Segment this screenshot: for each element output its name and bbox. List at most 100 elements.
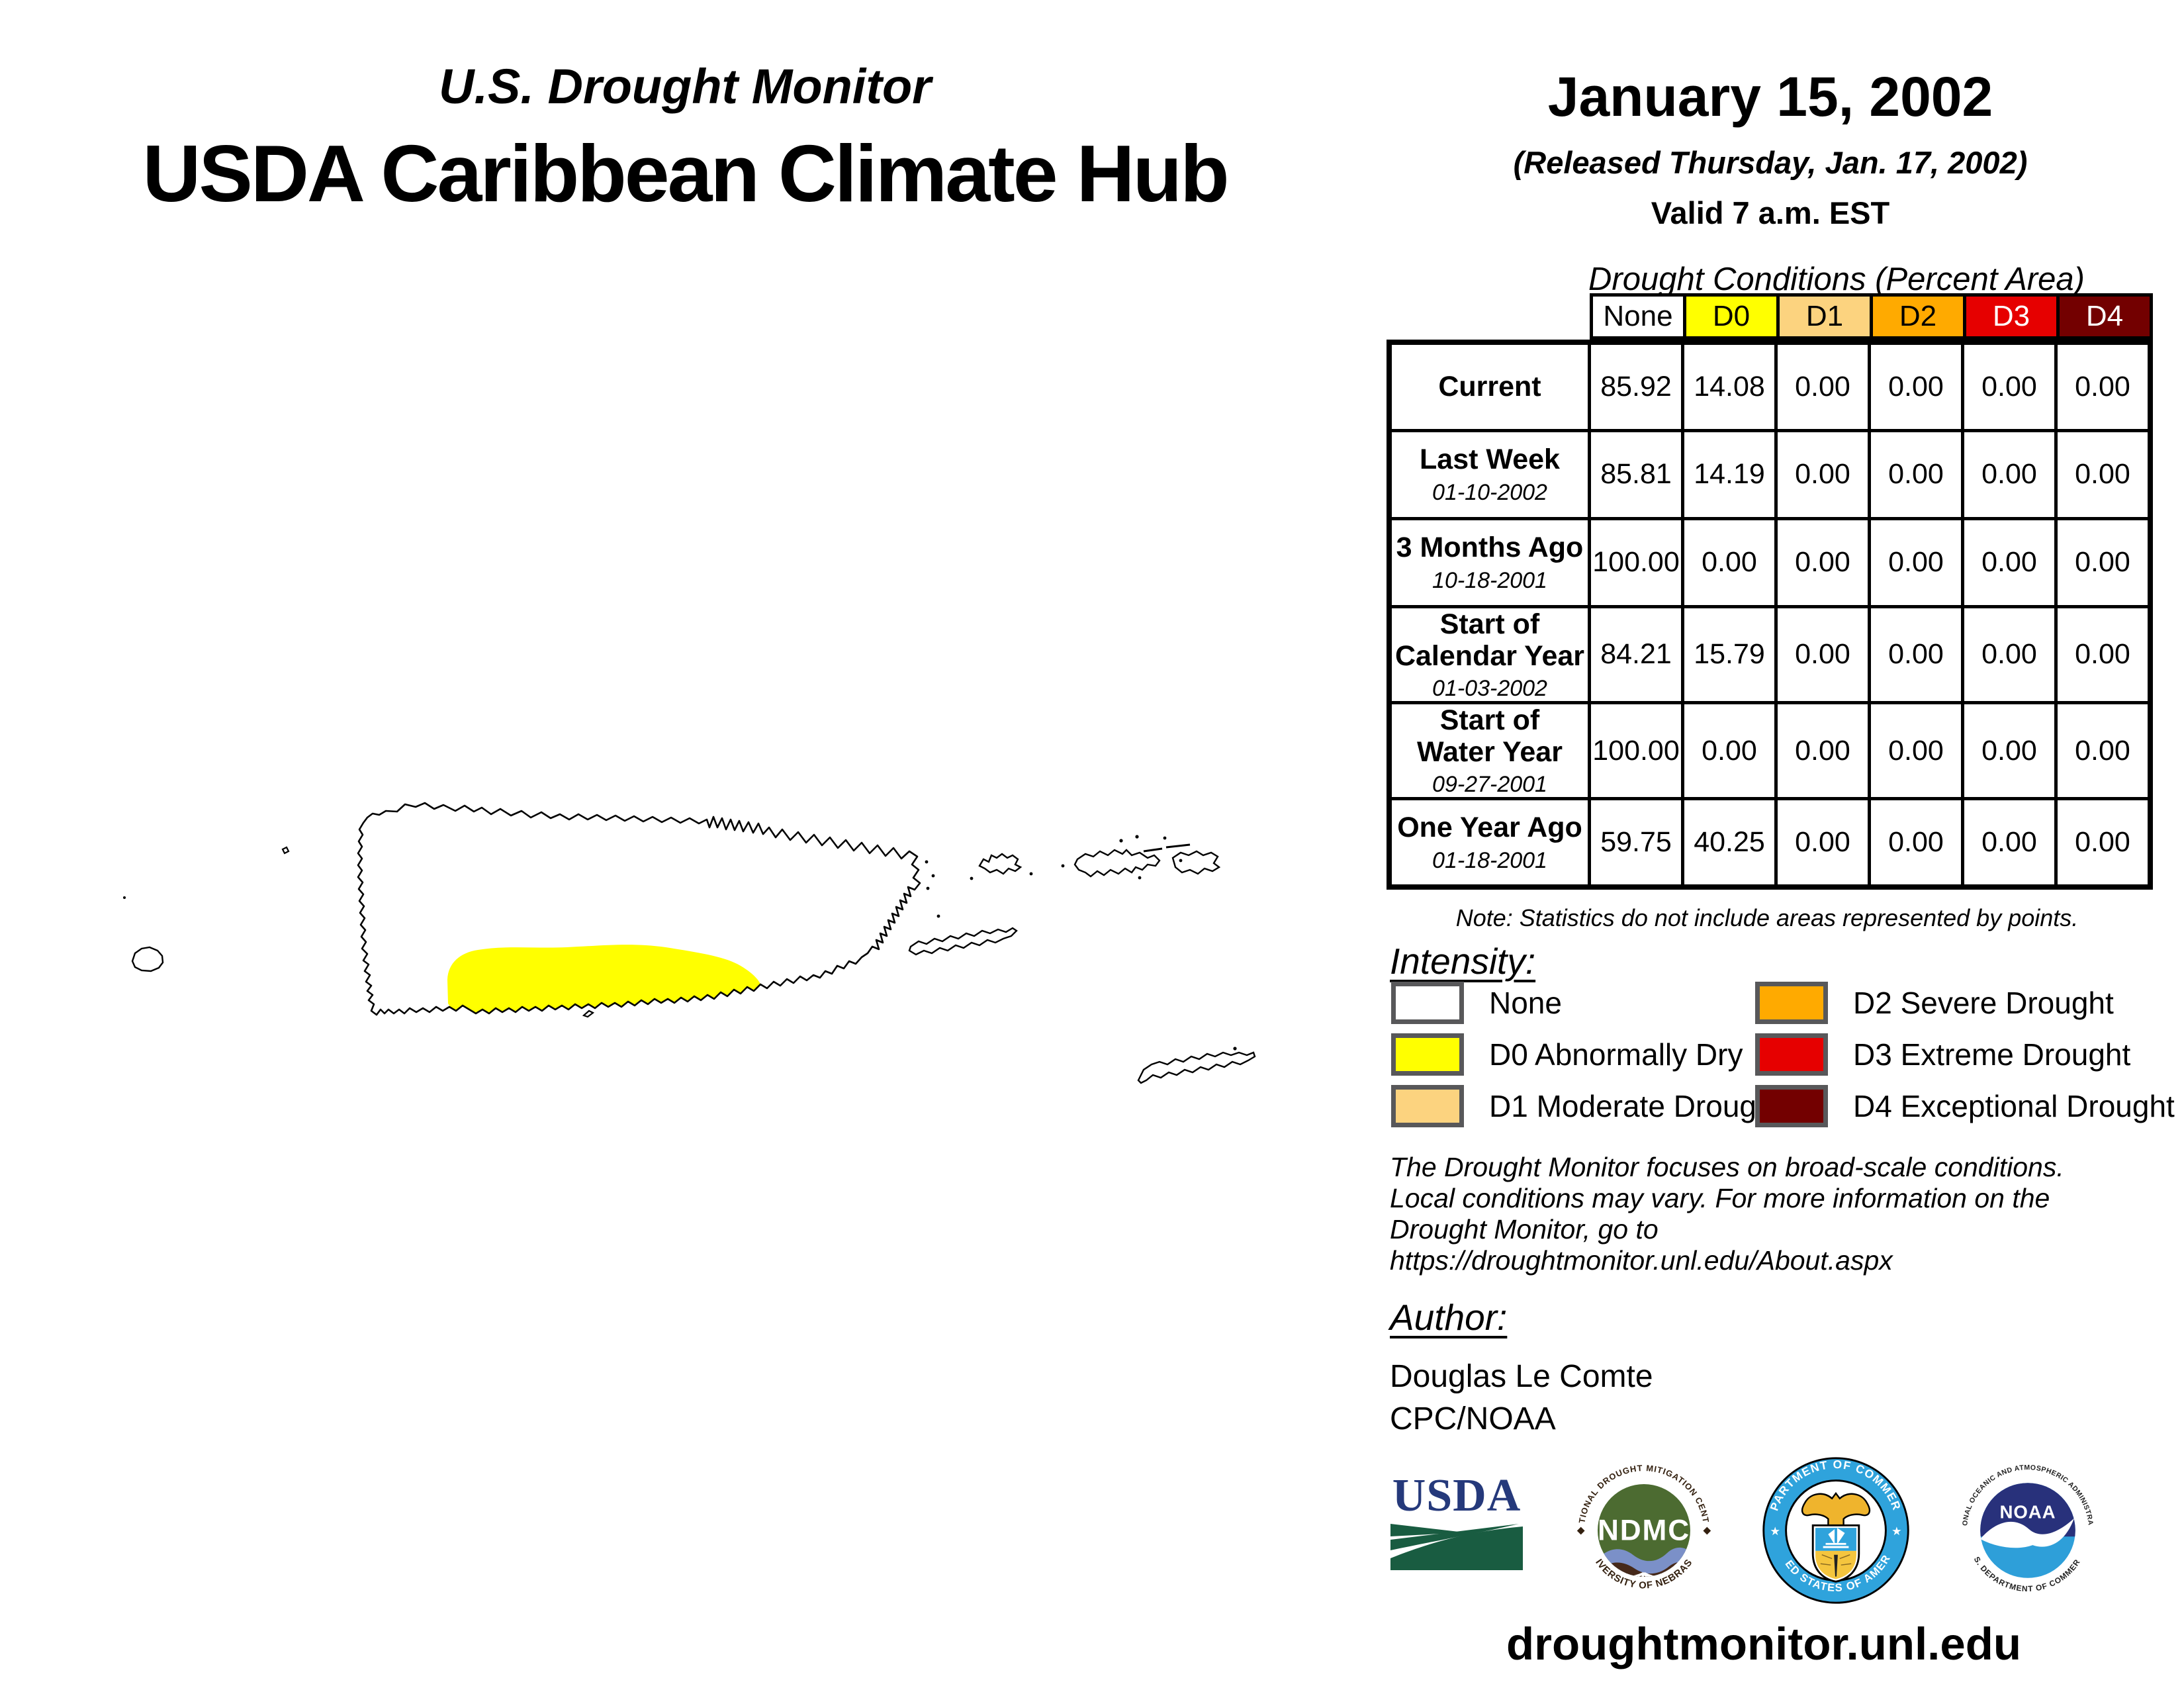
value-cell: 14.08 (1681, 340, 1778, 432)
value-cell: 0.00 (1681, 516, 1778, 608)
disclaimer-line: Local conditions may vary. For more info… (1390, 1183, 2050, 1213)
legend-swatch-d2 (1755, 982, 1828, 1024)
doc-star-left: ★ (1770, 1524, 1780, 1538)
legend-item-d3: D3 Extreme Drought (1755, 1033, 2130, 1076)
value-cell: 0.00 (1774, 340, 1871, 432)
value-cell: 0.00 (1961, 797, 2058, 889)
noaa-logo: NATIONAL OCEANIC AND ATMOSPHERIC ADMINIS… (1952, 1454, 2095, 1593)
program-title: U.S. Drought Monitor (439, 59, 931, 114)
value-cell: 0.00 (1961, 428, 2058, 520)
value-cell: 84.21 (1588, 604, 1684, 704)
disclaimer-line: Drought Monitor, go to https://droughtmo… (1390, 1214, 1893, 1276)
value-cell: 14.19 (1681, 428, 1778, 520)
value-cell: 0.00 (2054, 516, 2152, 608)
value-cell: 0.00 (1868, 428, 1964, 520)
st-thomas-island (1073, 849, 1161, 878)
report-date: January 15, 2002 (1547, 66, 1993, 128)
table-row-3-months-ago: 3 Months Ago 10-18-2001 100.00 0.00 0.00 … (1387, 516, 2152, 608)
doc-star-right: ★ (1891, 1524, 1902, 1538)
doc-lighthouse (1820, 1554, 1852, 1577)
svg-text:USDA: USDA (1392, 1471, 1522, 1521)
svg-text:NOAA: NOAA (2000, 1502, 2056, 1523)
value-cell: 0.00 (2054, 700, 2152, 801)
table-row-one-year-ago: One Year Ago 01-18-2001 59.75 40.25 0.00 … (1387, 797, 2152, 889)
value-cell: 0.00 (1774, 428, 1871, 520)
value-cell: 15.79 (1681, 604, 1778, 704)
svg-text:NDMC: NDMC (1598, 1515, 1690, 1547)
author-organization: CPC/NOAA (1390, 1401, 1556, 1436)
culebra-island (978, 853, 1023, 875)
value-cell: 0.00 (1868, 700, 1964, 801)
value-cell: 0.00 (1961, 604, 2058, 704)
doc-ship (1823, 1528, 1849, 1548)
value-cell: 40.25 (1681, 797, 1778, 889)
doc-shield-sea (1815, 1528, 1856, 1551)
author-heading: Author: (1390, 1297, 1508, 1338)
vieques-island (908, 927, 1018, 956)
table-row-start-water-year: Start of Water Year 09-27-2001 100.00 0.0… (1387, 700, 2152, 801)
value-cell: 0.00 (1681, 700, 1778, 801)
value-cell: 0.00 (1774, 516, 1871, 608)
value-cell: 59.75 (1588, 797, 1684, 889)
value-cell: 100.00 (1588, 516, 1684, 608)
value-cell: 0.00 (2054, 428, 2152, 520)
value-cell: 0.00 (1868, 797, 1964, 889)
column-header-none: None (1590, 293, 1686, 340)
value-cell: 0.00 (2054, 604, 2152, 704)
legend-swatch-d0 (1391, 1033, 1464, 1076)
author-name: Douglas Le Comte (1390, 1359, 1653, 1394)
ndmc-diamond-right (1703, 1526, 1711, 1535)
value-cell: 100.00 (1588, 700, 1684, 801)
column-header-d4: D4 (2056, 293, 2153, 340)
value-cell: 85.92 (1588, 340, 1684, 432)
legend-swatch-d3 (1755, 1033, 1828, 1076)
value-cell: 0.00 (1868, 340, 1964, 432)
value-cell: 0.00 (1961, 700, 2058, 801)
legend-item-d1: D1 Moderate Drought (1391, 1085, 1782, 1127)
legend-item-none: None (1391, 982, 1562, 1024)
legend-item-d4: D4 Exceptional Drought (1755, 1085, 2175, 1127)
column-header-d3: D3 (1963, 293, 2060, 340)
ndmc-logo: NATIONAL DROUGHT MITIGATION CENTER UNIVE… (1567, 1454, 1711, 1591)
row-label: Last Week 01-10-2002 (1387, 428, 1591, 520)
value-cell: 0.00 (1961, 340, 2058, 432)
disclaimer-line: The Drought Monitor focuses on broad-sca… (1390, 1152, 2064, 1182)
st-john-island (1171, 850, 1221, 875)
column-header-d0: D0 (1683, 293, 1780, 340)
usda-field-swoosh (1390, 1524, 1523, 1570)
legend-swatch-d1 (1391, 1085, 1464, 1127)
table-column-headers: None D0 D1 D2 D3 D4 (1590, 293, 2153, 340)
table-row-last-week: Last Week 01-10-2002 85.81 14.19 0.00 0.0… (1387, 428, 2152, 520)
website-url: droughtmonitor.unl.edu (1506, 1618, 2022, 1669)
value-cell: 0.00 (1961, 516, 2058, 608)
value-cell: 0.00 (1868, 604, 1964, 704)
legend-swatch-d4 (1755, 1085, 1828, 1127)
noaa-seagull (1980, 1518, 2074, 1548)
row-label: Current (1387, 340, 1591, 432)
table-note: Note: Statistics do not include areas re… (1455, 904, 2079, 931)
value-cell: 0.00 (1774, 604, 1871, 704)
legend-swatch-none (1391, 982, 1464, 1024)
caribbean-drought-map (123, 802, 1256, 1084)
legend-item-d2: D2 Severe Drought (1755, 982, 2114, 1024)
tortola-island-east (1165, 843, 1191, 849)
value-cell: 0.00 (2054, 340, 2152, 432)
valid-time: Valid 7 a.m. EST (1651, 195, 1890, 230)
usda-logo: USDA (1390, 1471, 1523, 1570)
table-row-current: Current 85.92 14.08 0.00 0.00 0.00 0.00 (1387, 340, 2152, 432)
column-header-d1: D1 (1776, 293, 1873, 340)
tortola-island (1143, 847, 1163, 853)
disclaimer-text: The Drought Monitor focuses on broad-sca… (1390, 1152, 2158, 1276)
department-of-commerce-seal: DEPARTMENT OF COMMERCE UNITED STATES OF … (1759, 1454, 1909, 1604)
row-label: One Year Ago 01-18-2001 (1387, 797, 1591, 889)
release-date: (Released Thursday, Jan. 17, 2002) (1513, 145, 2028, 180)
caja-de-muertos-island (582, 1009, 595, 1018)
small-cays (123, 835, 1237, 1051)
column-header-d2: D2 (1870, 293, 1966, 340)
table-row-start-calendar-year: Start of Calendar Year 01-03-2002 84.21 1… (1387, 604, 2152, 704)
table-title: Drought Conditions (Percent Area) (1588, 261, 2085, 297)
legend-heading: Intensity: (1390, 941, 1536, 982)
drought-conditions-table: Current 85.92 14.08 0.00 0.00 0.00 0.00 … (1387, 340, 2153, 890)
puerto-rico-outline (357, 802, 921, 1016)
